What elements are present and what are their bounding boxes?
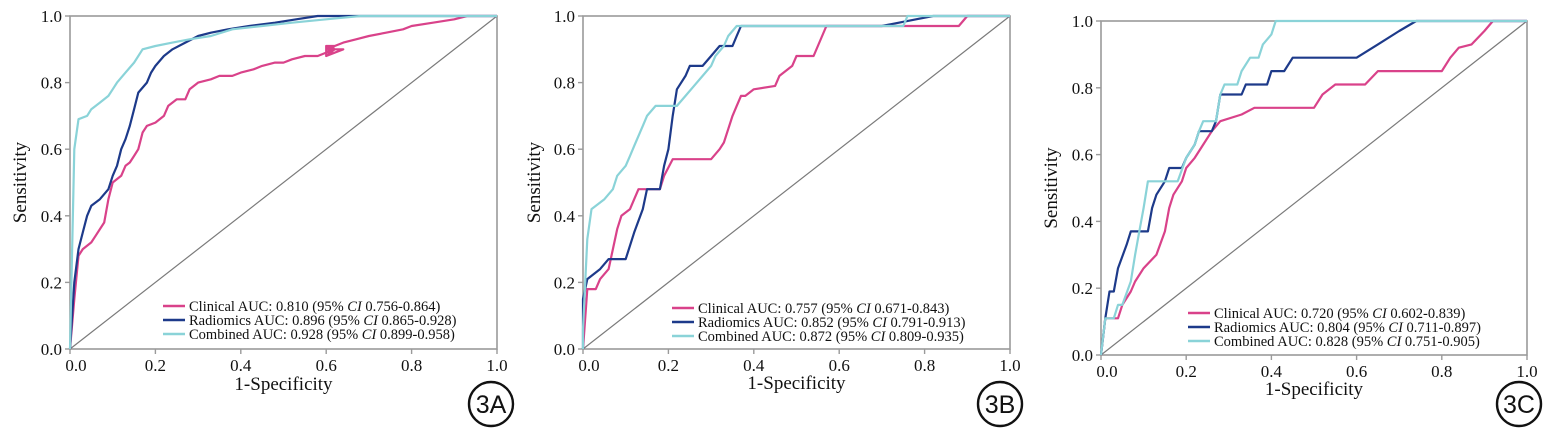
plot-frame [582,15,1011,350]
panel-tag-label: 3B [985,391,1016,419]
roc-curve-combined [581,14,1010,349]
y-tick-label: 0.2 [554,273,575,292]
y-tick-label: 0.4 [554,207,576,226]
reference-diagonal [1100,20,1528,356]
legend-label-combined: Combined AUC: 0.928 (95% CI 0.899-0.958) [189,327,455,343]
x-tick-label: 0.2 [1176,362,1197,381]
y-tick-label: 0.4 [1072,212,1094,231]
legend-label-clinical: Clinical AUC: 0.757 (95% CI 0.671-0.843) [698,301,950,317]
y-tick-label: 0.0 [554,340,575,359]
x-tick-label: 0.4 [743,356,765,375]
roc-curve-clinical [581,14,1010,350]
legend-label-clinical: Clinical AUC: 0.720 (95% CI 0.602-0.839) [1214,306,1466,322]
panel-tag-circle [976,380,1024,428]
x-tick-label: 0.0 [1096,362,1117,381]
y-tick-label: 0.8 [554,74,575,93]
x-tick-label: 0.2 [145,356,166,375]
roc-panel-3c: 0.0 0.2 0.4 0.6 0.8 1.0 0.0 0.2 0.4 0.6 0.8 1.0 1-Sp… [1041,12,1543,428]
y-tick-label: 1.0 [41,7,62,26]
y-axis-label: Sensitivity [10,141,31,223]
plot-frame [69,15,498,350]
y-tick-label: 0.4 [41,207,63,226]
roc-panel-3b: 0.0 0.2 0.4 0.6 0.8 1.0 0.0 0.2 0.4 0.6 0.8 1.0 1-Sp… [524,7,1024,428]
x-tick-label: 1.0 [1516,362,1537,381]
y-tick-label: 0.8 [1072,79,1093,98]
roc-panel-3a: 0.0 0.2 0.4 0.6 0.8 1.0 0.0 0.2 0.4 0.6 0.8 1.0 1-Sp… [10,7,515,428]
roc-curve-combined [1099,19,1527,356]
y-tick-label: 0.2 [41,273,62,292]
y-axis-label: Sensitivity [524,141,545,223]
y-axis-label: Sensitivity [1041,147,1062,229]
x-tick-label: 0.0 [578,356,599,375]
legend: Clinical AUC: 0.757 (95% CI 0.671-0.843)… [672,301,966,345]
x-tick-label: 0.6 [316,356,337,375]
y-tick-label: 1.0 [554,7,575,26]
legend-label-radiomics: Radiomics AUC: 0.852 (95% CI 0.791-0.913… [698,315,966,331]
y-tick-label: 1.0 [1072,12,1093,31]
x-axis-label: 1-Specificity [747,373,846,394]
legend-label-radiomics: Radiomics AUC: 0.896 (95% CI 0.865-0.928… [189,313,457,329]
y-tick-label: 0.6 [554,140,575,159]
y-tick-label: 0.6 [41,140,62,159]
panel-tag-circle [467,380,515,428]
reference-diagonal [69,15,498,350]
x-tick-label: 0.8 [914,356,935,375]
roc-curve-combined [68,14,497,350]
reference-diagonal [582,15,1011,350]
x-axis-label: 1-Specificity [234,374,333,395]
x-tick-label: 0.4 [230,356,252,375]
legend-label-combined: Combined AUC: 0.828 (95% CI 0.751-0.905) [1214,334,1480,350]
roc-curve-clinical [68,14,497,350]
x-tick-label: 0.4 [1261,362,1283,381]
x-tick-label: 0.8 [1431,362,1452,381]
legend-label-combined: Combined AUC: 0.872 (95% CI 0.809-0.935) [698,329,964,345]
panel-tag-label: 3C [1503,391,1535,419]
x-tick-label: 1.0 [999,356,1020,375]
x-tick-label: 0.6 [829,356,850,375]
x-tick-label: 0.6 [1346,362,1367,381]
legend-label-radiomics: Radiomics AUC: 0.804 (95% CI 0.711-0.897… [1214,320,1481,336]
x-tick-label: 0.8 [401,356,422,375]
legend-label-clinical: Clinical AUC: 0.810 (95% CI 0.756-0.864) [189,299,441,315]
y-tick-label: 0.0 [41,340,62,359]
x-tick-label: 1.0 [486,356,507,375]
x-tick-label: 0.0 [65,356,86,375]
panel-tag-label: 3A [476,391,507,419]
x-tick-label: 0.2 [658,356,679,375]
y-tick-label: 0.6 [1072,146,1093,165]
y-tick-label: 0.8 [41,74,62,93]
y-tick-label: 0.2 [1072,279,1093,298]
y-tick-label: 0.0 [1072,346,1093,365]
panel-tag-circle [1495,380,1543,428]
legend: Clinical AUC: 0.810 (95% CI 0.756-0.864)… [163,299,457,343]
legend: Clinical AUC: 0.720 (95% CI 0.602-0.839)… [1188,306,1481,350]
x-axis-label: 1-Specificity [1265,379,1364,400]
